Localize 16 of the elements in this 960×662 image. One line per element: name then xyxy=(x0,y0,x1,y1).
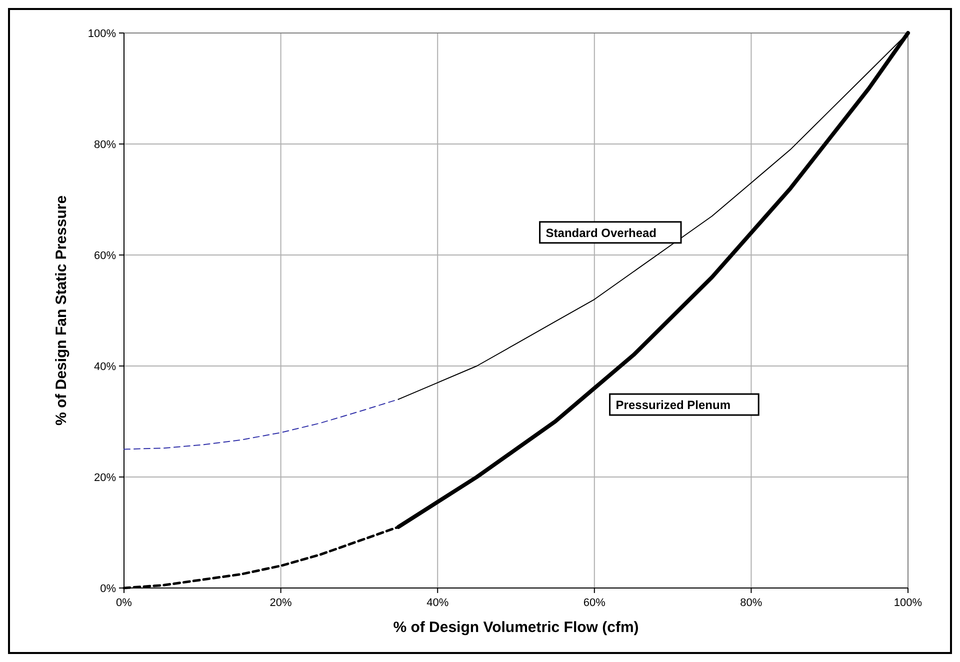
series-label: Pressurized Plenum xyxy=(616,398,731,412)
x-tick-label: 80% xyxy=(740,597,762,609)
y-tick-label: 60% xyxy=(94,250,116,262)
series-label: Standard Overhead xyxy=(546,226,657,240)
x-tick-label: 20% xyxy=(270,597,292,609)
x-axis-title: % of Design Volumetric Flow (cfm) xyxy=(393,619,639,636)
x-tick-label: 0% xyxy=(116,597,132,609)
x-tick-label: 40% xyxy=(426,597,449,609)
y-tick-label: 20% xyxy=(94,472,116,484)
y-tick-label: 40% xyxy=(94,361,116,373)
y-axis-title: % of Design Fan Static Pressure xyxy=(53,195,70,426)
y-tick-label: 100% xyxy=(88,28,116,40)
x-tick-label: 100% xyxy=(894,597,922,609)
y-tick-label: 80% xyxy=(94,139,116,151)
x-tick-label: 60% xyxy=(583,597,606,609)
y-tick-label: 0% xyxy=(100,583,116,595)
